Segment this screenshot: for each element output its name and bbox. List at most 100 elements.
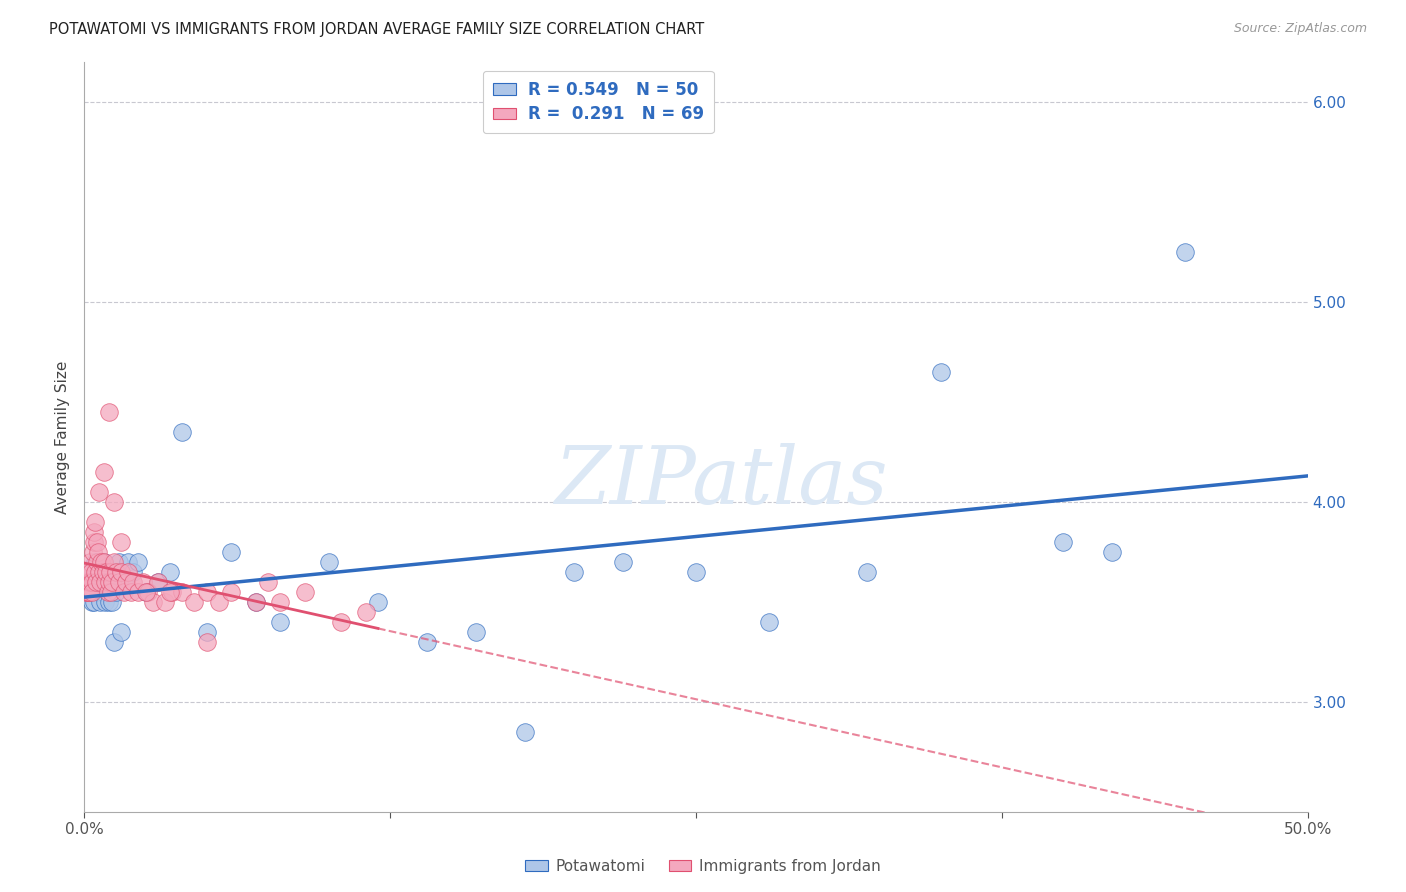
Point: [219, 545, 242, 559]
Point: [758, 615, 780, 629]
Point: [112, 585, 135, 599]
Point: [89, 574, 111, 589]
Point: [162, 585, 184, 599]
Point: [97, 585, 120, 599]
Point: [76, 574, 98, 589]
Point: [100, 585, 122, 599]
Text: Source: ZipAtlas.com: Source: ZipAtlas.com: [1233, 22, 1367, 36]
Point: [86, 555, 108, 569]
Point: [153, 595, 176, 609]
Point: [101, 574, 124, 589]
Point: [87, 545, 110, 559]
Point: [86, 535, 108, 549]
Point: [93, 555, 115, 569]
Point: [159, 565, 181, 579]
Point: [84, 574, 107, 589]
Point: [97, 574, 120, 589]
Point: [93, 465, 115, 479]
Point: [146, 574, 169, 589]
Point: [82, 545, 104, 559]
Point: [294, 585, 316, 599]
Point: [127, 555, 149, 569]
Point: [105, 585, 128, 599]
Point: [83, 595, 105, 609]
Point: [1052, 535, 1074, 549]
Point: [79, 555, 101, 569]
Point: [330, 615, 353, 629]
Point: [101, 595, 124, 609]
Point: [115, 574, 138, 589]
Point: [94, 574, 117, 589]
Point: [354, 605, 377, 619]
Point: [77, 565, 100, 579]
Point: [91, 585, 114, 599]
Point: [96, 565, 118, 579]
Point: [318, 555, 340, 569]
Point: [75, 585, 97, 599]
Point: [112, 574, 135, 589]
Point: [122, 565, 145, 579]
Point: [195, 585, 218, 599]
Point: [562, 565, 585, 579]
Point: [82, 574, 104, 589]
Point: [245, 595, 267, 609]
Point: [77, 574, 100, 589]
Point: [183, 595, 205, 609]
Point: [120, 585, 142, 599]
Point: [80, 574, 103, 589]
Point: [83, 524, 105, 539]
Point: [464, 624, 486, 639]
Point: [1174, 245, 1197, 260]
Point: [76, 585, 98, 599]
Point: [856, 565, 879, 579]
Point: [84, 555, 107, 569]
Point: [416, 635, 439, 649]
Point: [146, 574, 169, 589]
Point: [135, 585, 157, 599]
Point: [107, 555, 129, 569]
Point: [80, 595, 103, 609]
Point: [87, 565, 110, 579]
Point: [195, 624, 218, 639]
Point: [97, 405, 120, 419]
Point: [87, 485, 110, 500]
Point: [100, 585, 122, 599]
Point: [75, 574, 97, 589]
Point: [96, 574, 118, 589]
Point: [195, 635, 218, 649]
Point: [612, 555, 634, 569]
Point: [513, 724, 536, 739]
Point: [269, 615, 291, 629]
Point: [93, 555, 115, 569]
Point: [87, 565, 110, 579]
Point: [107, 574, 129, 589]
Point: [77, 585, 100, 599]
Point: [132, 574, 155, 589]
Point: [110, 565, 132, 579]
Text: ZIPatlas: ZIPatlas: [554, 443, 887, 521]
Point: [110, 624, 132, 639]
Point: [685, 565, 707, 579]
Point: [79, 565, 101, 579]
Point: [1101, 545, 1123, 559]
Point: [110, 535, 132, 549]
Point: [77, 585, 100, 599]
Point: [94, 595, 117, 609]
Point: [172, 425, 194, 439]
Point: [127, 585, 149, 599]
Point: [83, 535, 105, 549]
Point: [97, 585, 120, 599]
Point: [98, 565, 121, 579]
Point: [136, 585, 159, 599]
Point: [135, 585, 157, 599]
Point: [84, 565, 107, 579]
Point: [98, 574, 121, 589]
Point: [103, 635, 125, 649]
Point: [208, 595, 231, 609]
Point: [117, 565, 139, 579]
Point: [105, 565, 128, 579]
Point: [142, 595, 165, 609]
Y-axis label: Average Family Size: Average Family Size: [55, 360, 70, 514]
Point: [219, 585, 242, 599]
Point: [245, 595, 267, 609]
